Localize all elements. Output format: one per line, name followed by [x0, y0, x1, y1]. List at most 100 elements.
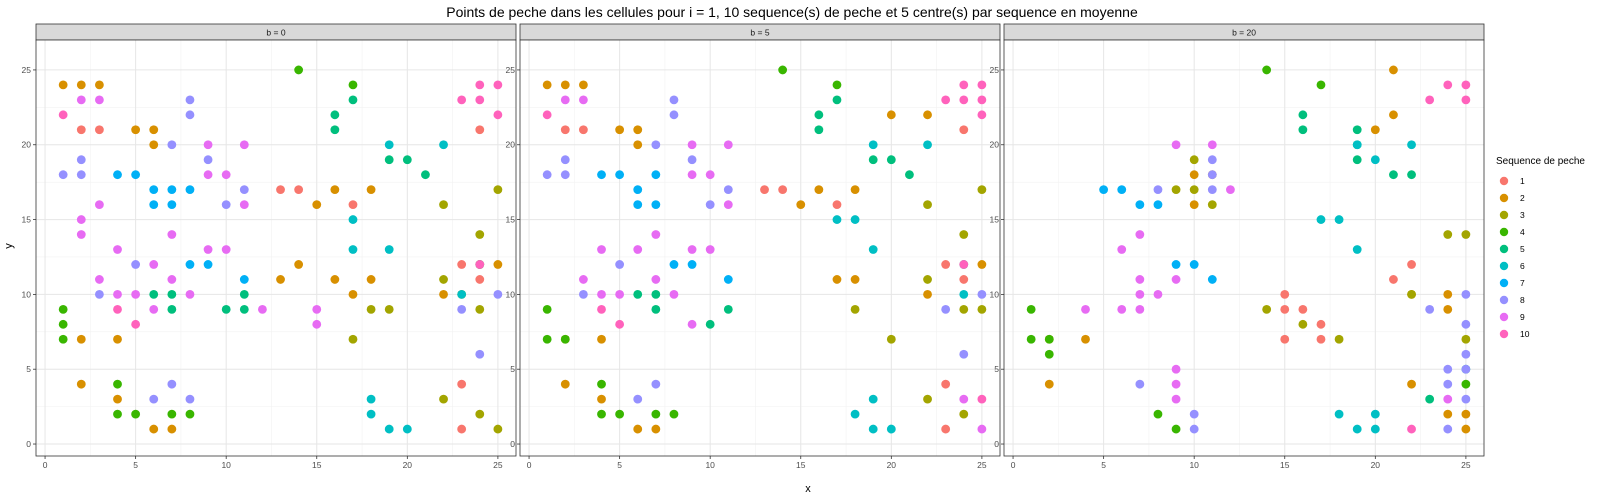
data-point: [421, 170, 430, 180]
x-tick-label: 20: [1371, 460, 1381, 470]
data-point: [760, 185, 769, 195]
data-point: [185, 394, 195, 404]
data-point: [348, 200, 358, 210]
data-point: [1352, 245, 1362, 254]
data-point: [1407, 379, 1416, 389]
data-point: [475, 80, 485, 90]
data-point: [1334, 334, 1344, 344]
x-tick-label: 25: [977, 460, 987, 470]
data-point: [832, 80, 842, 90]
data-point: [560, 155, 570, 165]
data-point: [941, 304, 951, 314]
data-point: [959, 95, 969, 105]
legend-entry-label: 6: [1520, 261, 1525, 271]
data-point: [294, 65, 304, 75]
data-point: [330, 110, 340, 120]
data-point: [1443, 304, 1453, 314]
data-point: [113, 409, 122, 419]
data-point: [113, 245, 122, 254]
x-tick-label: 10: [221, 460, 231, 470]
data-point: [1189, 424, 1199, 434]
legend-swatch: [1499, 210, 1509, 220]
data-point: [1352, 155, 1362, 165]
data-point: [977, 304, 987, 314]
data-point: [203, 260, 213, 269]
data-point: [475, 260, 485, 269]
data-point: [1334, 215, 1344, 224]
data-point: [597, 379, 606, 389]
data-point: [1117, 304, 1127, 314]
data-point: [597, 170, 606, 180]
data-point: [1389, 110, 1398, 120]
facet-panel: b = 0 0 5 10 15 20 25 0 5 10 15 20 25: [22, 23, 517, 470]
data-point: [149, 394, 159, 404]
data-point: [850, 304, 860, 314]
data-point: [366, 409, 376, 419]
facet-panels: b = 0 0 5 10 15 20 25 0 5 10 15 20 25 b = 5 0 5 10 15 20 25…: [22, 23, 1485, 470]
plot-border: [519, 39, 1001, 457]
data-point: [239, 275, 249, 284]
data-point: [221, 170, 231, 180]
data-point: [1370, 424, 1380, 434]
data-point: [457, 304, 467, 314]
data-point: [941, 260, 951, 269]
data-point: [493, 260, 503, 269]
data-point: [868, 424, 878, 434]
data-point: [615, 125, 625, 135]
data-point: [578, 95, 588, 105]
data-point: [58, 304, 68, 314]
data-point: [185, 409, 195, 419]
data-point: [1443, 80, 1453, 90]
data-point: [977, 260, 987, 269]
data-point: [475, 304, 485, 314]
data-point: [1461, 334, 1471, 344]
data-point: [439, 275, 448, 284]
data-point: [542, 304, 552, 314]
data-point: [131, 289, 141, 299]
data-point: [1298, 110, 1308, 120]
data-point: [651, 409, 661, 419]
plot-background: [520, 40, 1000, 456]
data-point: [221, 200, 231, 210]
data-point: [615, 319, 625, 329]
data-point: [1316, 334, 1326, 344]
legend-swatch: [1499, 278, 1509, 288]
data-point: [1135, 275, 1145, 284]
data-point: [149, 260, 159, 269]
data-point: [457, 424, 467, 434]
data-point: [814, 185, 824, 195]
data-point: [923, 394, 932, 404]
legend-entry-label: 1: [1520, 176, 1525, 186]
data-point: [1189, 409, 1199, 419]
data-point: [542, 110, 552, 120]
plot-border: [35, 39, 517, 457]
data-point: [1189, 200, 1199, 210]
data-point: [475, 230, 485, 239]
data-point: [402, 155, 412, 165]
data-point: [149, 200, 159, 210]
data-point: [633, 289, 643, 299]
x-tick-label: 20: [403, 460, 413, 470]
data-point: [1370, 155, 1380, 165]
data-point: [977, 424, 987, 434]
y-tick-label: 10: [506, 289, 516, 299]
data-point: [651, 379, 661, 389]
data-point: [1171, 424, 1181, 434]
y-tick-label: 0: [26, 439, 31, 449]
y-tick-label: 20: [506, 140, 516, 150]
data-point: [832, 95, 842, 105]
y-tick-label: 15: [990, 215, 1000, 225]
data-point: [560, 125, 570, 135]
data-point: [633, 245, 643, 254]
data-point: [959, 349, 969, 359]
data-point: [1316, 80, 1326, 90]
data-point: [167, 200, 177, 210]
data-point: [633, 200, 643, 210]
data-point: [203, 155, 213, 165]
data-point: [560, 379, 570, 389]
data-point: [923, 289, 932, 299]
data-point: [705, 200, 715, 210]
data-point: [959, 80, 969, 90]
data-point: [239, 289, 249, 299]
data-point: [669, 409, 679, 419]
